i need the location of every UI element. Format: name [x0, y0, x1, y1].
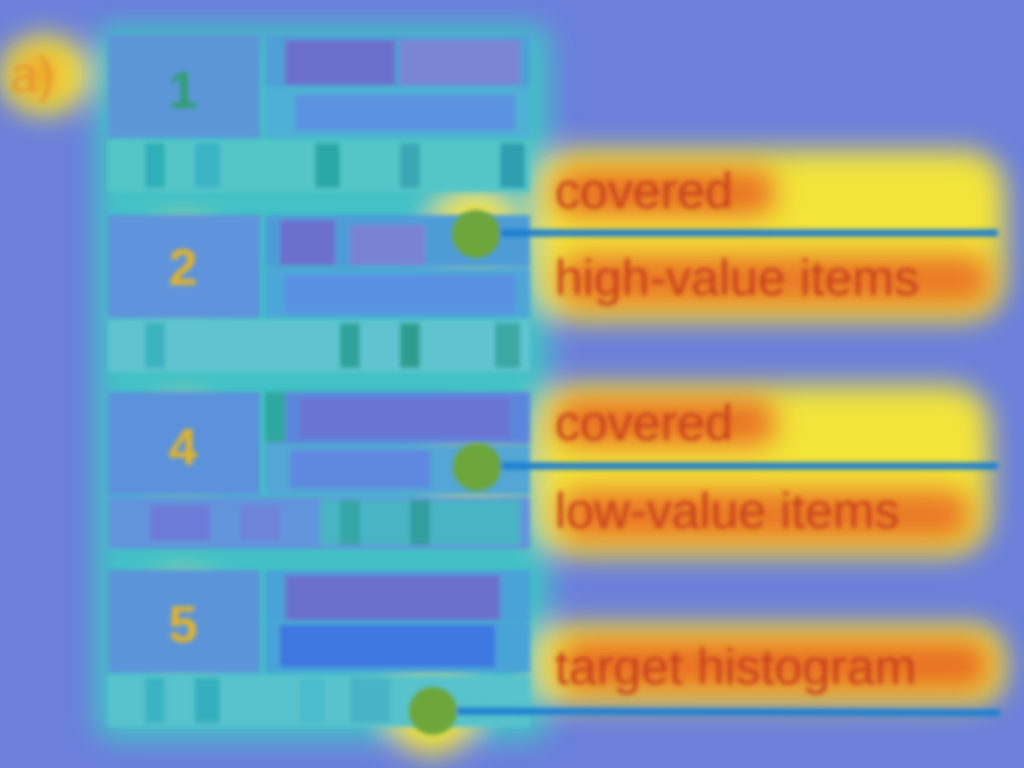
row-number-1: 1	[169, 62, 198, 120]
row-5	[108, 570, 530, 727]
leader-line-target-histogram	[431, 707, 1001, 717]
marker-target-histogram	[409, 687, 457, 735]
row-number-5: 5	[169, 596, 198, 654]
row-1	[108, 35, 530, 192]
annotation-1-line2: high-value items	[555, 250, 919, 306]
leader-lines	[409, 210, 1001, 735]
annotation-3-line1: target histogram	[555, 639, 916, 695]
annotation-2-line1: covered	[555, 395, 733, 451]
rows-block	[108, 35, 530, 727]
row-4	[108, 392, 530, 549]
row-2	[108, 215, 530, 372]
annotation-1-line1: covered	[555, 163, 733, 219]
panel-label: a)	[10, 47, 54, 103]
row-numbers: 1 2 4 5	[169, 62, 198, 654]
annotation-labels: covered high-value items covered low-val…	[555, 163, 919, 695]
row-number-2: 2	[169, 239, 198, 297]
annotation-2-line2: low-value items	[555, 483, 900, 539]
marker-high-value	[452, 210, 500, 258]
heat-core-layer	[20, 55, 990, 690]
marker-low-value	[453, 443, 501, 491]
row-number-4: 4	[169, 419, 198, 477]
